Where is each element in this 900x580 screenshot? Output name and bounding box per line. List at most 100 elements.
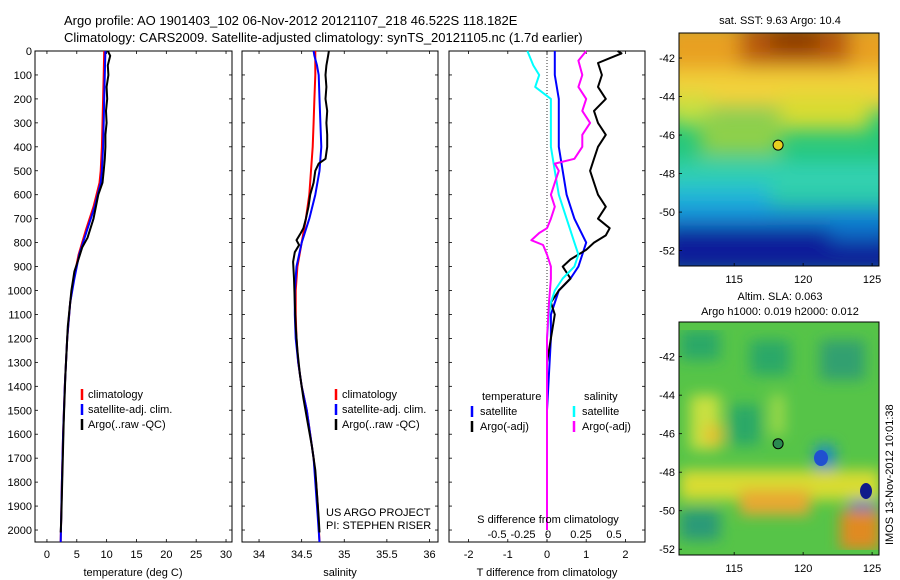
depth-tick-label: 1000	[8, 286, 32, 298]
s-difference-axis-label: S difference from climatology	[477, 514, 619, 526]
lon-tick-label: 115	[725, 563, 743, 575]
difference-panel: -2 -1 0 1 2 temperature satellite Argo(-adj) sa…	[448, 50, 646, 579]
profile-line-black	[292, 50, 330, 533]
legend-entry: Argo(..raw -QC)	[342, 419, 420, 431]
s-diff-tick-label: 0	[545, 529, 551, 541]
temperature-x-axis-label: temperature (deg C)	[83, 567, 182, 579]
sla-map-title: Altim. SLA: 0.063	[738, 291, 823, 303]
legend-entry: Argo(..raw -QC)	[88, 419, 166, 431]
lon-tick-label: 125	[863, 563, 881, 575]
x-tick-label: 30	[220, 549, 232, 561]
t-difference-axis-label: T difference from climatology	[477, 567, 618, 579]
figure-title-line-1: Argo profile: AO 1901403_102 06-Nov-2012…	[64, 13, 518, 28]
salinity-legend: climatology satellite-adj. clim. Argo(..ra…	[334, 389, 426, 431]
profile-line-blue	[546, 51, 588, 530]
sst-map-panel: sat. SST: 9.63 Argo: 10.4 115 120 125 -42 -4…	[659, 15, 881, 286]
temperature-profile-lines	[59, 50, 112, 543]
s-diff-tick-label: -0.5	[488, 529, 507, 541]
legend-entry: satellite	[480, 406, 517, 418]
sst-map-axis-ticks: 115 120 125 -42 -44 -46 -48 -50 -52	[659, 53, 881, 286]
x-tick-label: 25	[190, 549, 202, 561]
x-tick-label: 36	[423, 549, 435, 561]
depth-tick-label: 300	[14, 118, 32, 130]
depth-tick-label: 700	[14, 214, 32, 226]
x-tick-label: 5	[74, 549, 80, 561]
credit-project: US ARGO PROJECT	[326, 507, 431, 519]
depth-tick-label: 0	[26, 46, 32, 58]
sst-map-title: sat. SST: 9.63 Argo: 10.4	[719, 15, 841, 27]
lat-tick-label: -48	[659, 467, 675, 479]
salinity-x-axis-label: salinity	[323, 567, 357, 579]
lat-tick-label: -46	[659, 130, 675, 142]
x-tick-label: 34.5	[291, 549, 312, 561]
depth-tick-label: 500	[14, 166, 32, 178]
x-tick-label: 20	[160, 549, 172, 561]
depth-tick-label: 2000	[8, 525, 32, 537]
lat-tick-label: -44	[659, 92, 675, 104]
s-difference-tick-labels: -0.5 -0.25 0 0.25 0.5	[488, 529, 622, 541]
salinity-panel: 34 34.5 35 35.5 36 climatology satellite-adj.…	[241, 50, 439, 579]
x-tick-label: 15	[130, 549, 142, 561]
sla-map-image	[679, 322, 879, 555]
depth-tick-label: 1800	[8, 477, 32, 489]
argo-float-marker-sst	[772, 139, 784, 151]
depth-tick-label: 1700	[8, 453, 32, 465]
depth-tick-label: 1300	[8, 357, 32, 369]
x-tick-label: 2	[622, 549, 628, 561]
sla-map-frame	[678, 321, 880, 556]
timestamp-stamp: IMOS 13-Nov-2012 10:01:38	[884, 404, 896, 545]
lon-tick-label: 120	[794, 563, 812, 575]
legend-entry: climatology	[342, 389, 398, 401]
depth-tick-label: 1500	[8, 405, 32, 417]
legend-entry: salinity	[584, 391, 618, 403]
lat-tick-label: -50	[659, 207, 675, 219]
depth-tick-label: 1400	[8, 381, 32, 393]
s-diff-tick-label: 0.5	[606, 529, 621, 541]
figure-title-line-2: Climatology: CARS2009. Satellite-adjuste…	[64, 30, 583, 45]
salinity-profile-lines	[292, 50, 330, 543]
sla-map-panel: Altim. SLA: 0.063 Argo h1000: 0.019 h200…	[659, 291, 881, 575]
x-tick-label: 1	[583, 549, 589, 561]
temperature-panel: 0100200300400500600700800900100011001200…	[8, 46, 233, 579]
x-tick-label: 34	[253, 549, 265, 561]
legend-entry: Argo(-adj)	[582, 421, 631, 433]
x-tick-label: 35	[338, 549, 350, 561]
depth-tick-label: 1900	[8, 501, 32, 513]
sla-map-subtitle: Argo h1000: 0.019 h2000: 0.012	[701, 306, 859, 318]
depth-tick-label: 900	[14, 262, 32, 274]
legend-entry: satellite-adj. clim.	[342, 404, 426, 416]
lon-tick-label: 115	[725, 274, 743, 286]
temperature-axis-ticks: 0100200300400500600700800900100011001200…	[8, 46, 233, 561]
legend-entry: satellite	[582, 406, 619, 418]
x-tick-label: 0	[44, 549, 50, 561]
lat-tick-label: -52	[659, 246, 675, 258]
legend-entry: satellite-adj. clim.	[88, 404, 172, 416]
lat-tick-label: -50	[659, 506, 675, 518]
difference-profile-lines	[526, 50, 623, 530]
lon-tick-label: 120	[794, 274, 812, 286]
profile-line-magenta	[530, 50, 592, 530]
s-diff-tick-label: 0.25	[570, 529, 591, 541]
depth-tick-label: 100	[14, 70, 32, 82]
depth-tick-label: 1600	[8, 429, 32, 441]
depth-tick-label: 200	[14, 94, 32, 106]
lat-tick-label: -44	[659, 390, 675, 402]
lat-tick-label: -42	[659, 53, 675, 65]
x-tick-label: -2	[464, 549, 474, 561]
s-diff-tick-label: -0.25	[510, 529, 535, 541]
salinity-axis-ticks: 34 34.5 35 35.5 36	[242, 50, 438, 561]
temperature-legend: climatology satellite-adj. clim. Argo(..ra…	[80, 389, 172, 431]
depth-tick-label: 1100	[8, 309, 32, 321]
lat-tick-label: -42	[659, 352, 675, 364]
depth-tick-label: 600	[14, 190, 32, 202]
difference-legend: temperature satellite Argo(-adj) salinity sa…	[470, 391, 631, 433]
sst-map-frame	[678, 32, 880, 267]
legend-entry: temperature	[482, 391, 541, 403]
depth-tick-label: 400	[14, 142, 32, 154]
difference-axis-ticks: -2 -1 0 1 2	[449, 50, 645, 561]
lat-tick-label: -52	[659, 544, 675, 556]
x-tick-label: 35.5	[376, 549, 397, 561]
depth-tick-label: 1200	[8, 333, 32, 345]
x-tick-label: 0	[544, 549, 550, 561]
